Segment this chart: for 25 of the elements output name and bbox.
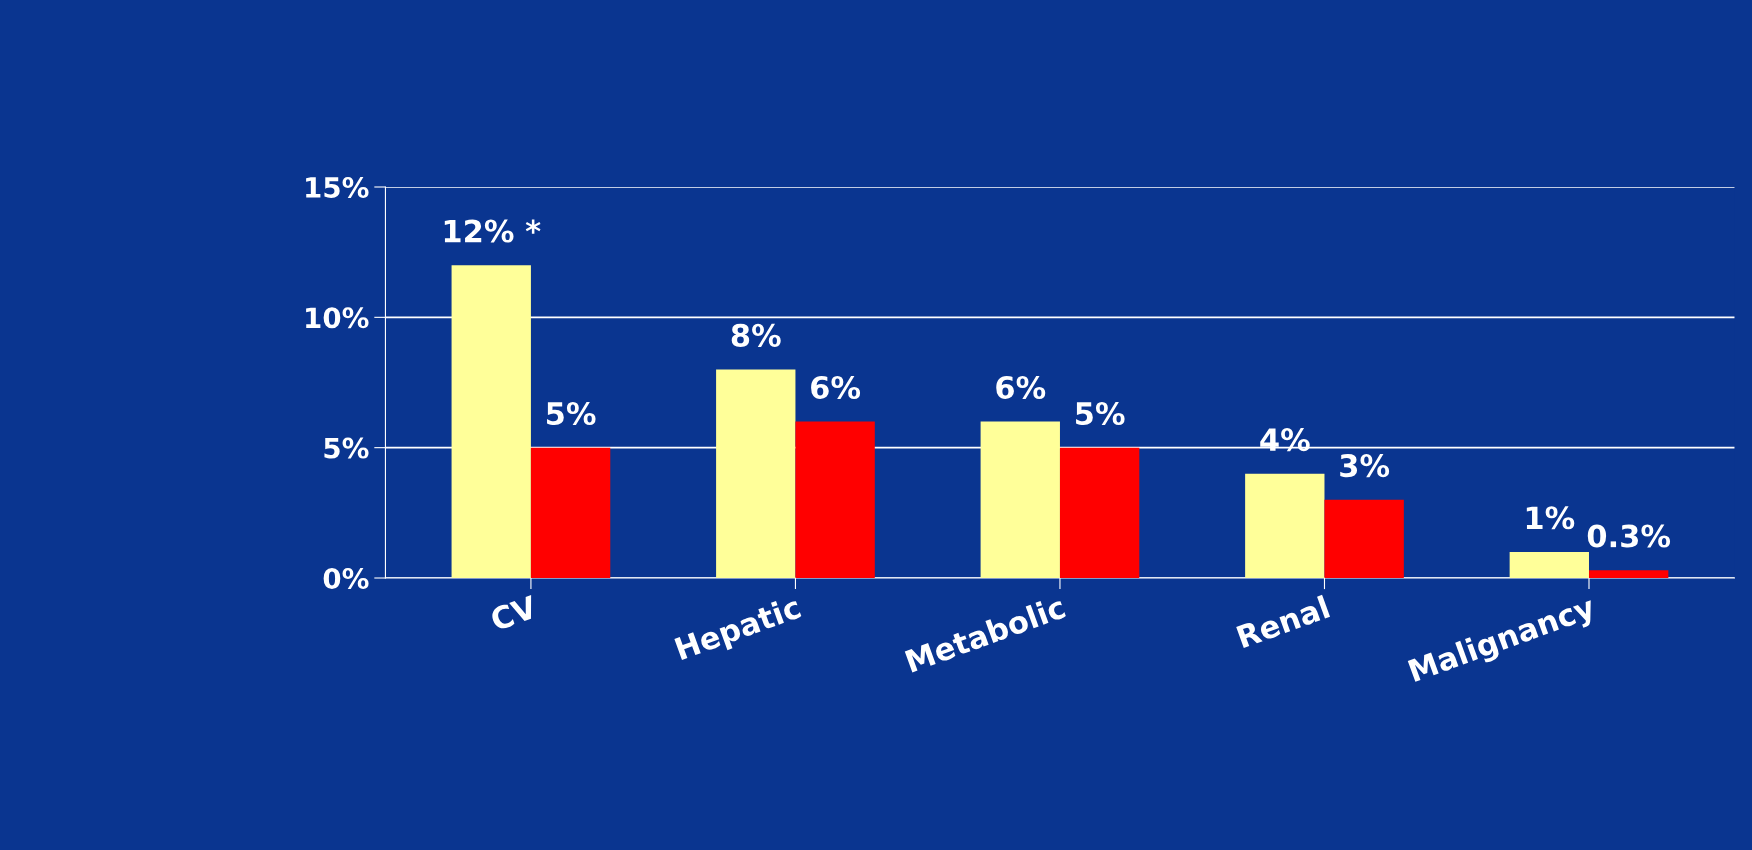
bar — [1589, 570, 1669, 578]
bar — [1059, 447, 1140, 578]
y-tick-label: 10% — [306, 307, 369, 329]
data-label: 1% — [1526, 506, 1575, 530]
data-label: 6% — [996, 375, 1046, 400]
bar — [980, 421, 1060, 578]
bar — [451, 265, 531, 578]
bar — [1509, 551, 1589, 578]
data-label: 4% — [1260, 428, 1310, 452]
x-tick-label: CV — [489, 594, 539, 632]
bar — [795, 421, 875, 578]
data-label: 5% — [1076, 401, 1125, 426]
bar — [530, 447, 611, 578]
bar — [1245, 473, 1325, 578]
y-tick-label: 0% — [323, 567, 369, 589]
y-tick-label: 15% — [306, 176, 369, 198]
data-label: 8% — [731, 323, 781, 347]
data-label: 5% — [547, 401, 596, 426]
data-label: 12% * — [444, 219, 541, 243]
bar — [1324, 499, 1404, 578]
bar — [716, 369, 796, 578]
y-tick-label: 5% — [324, 437, 369, 459]
data-label: 3% — [1340, 454, 1390, 478]
data-label: 0.3% — [1587, 524, 1671, 548]
data-label: 6% — [811, 375, 861, 400]
